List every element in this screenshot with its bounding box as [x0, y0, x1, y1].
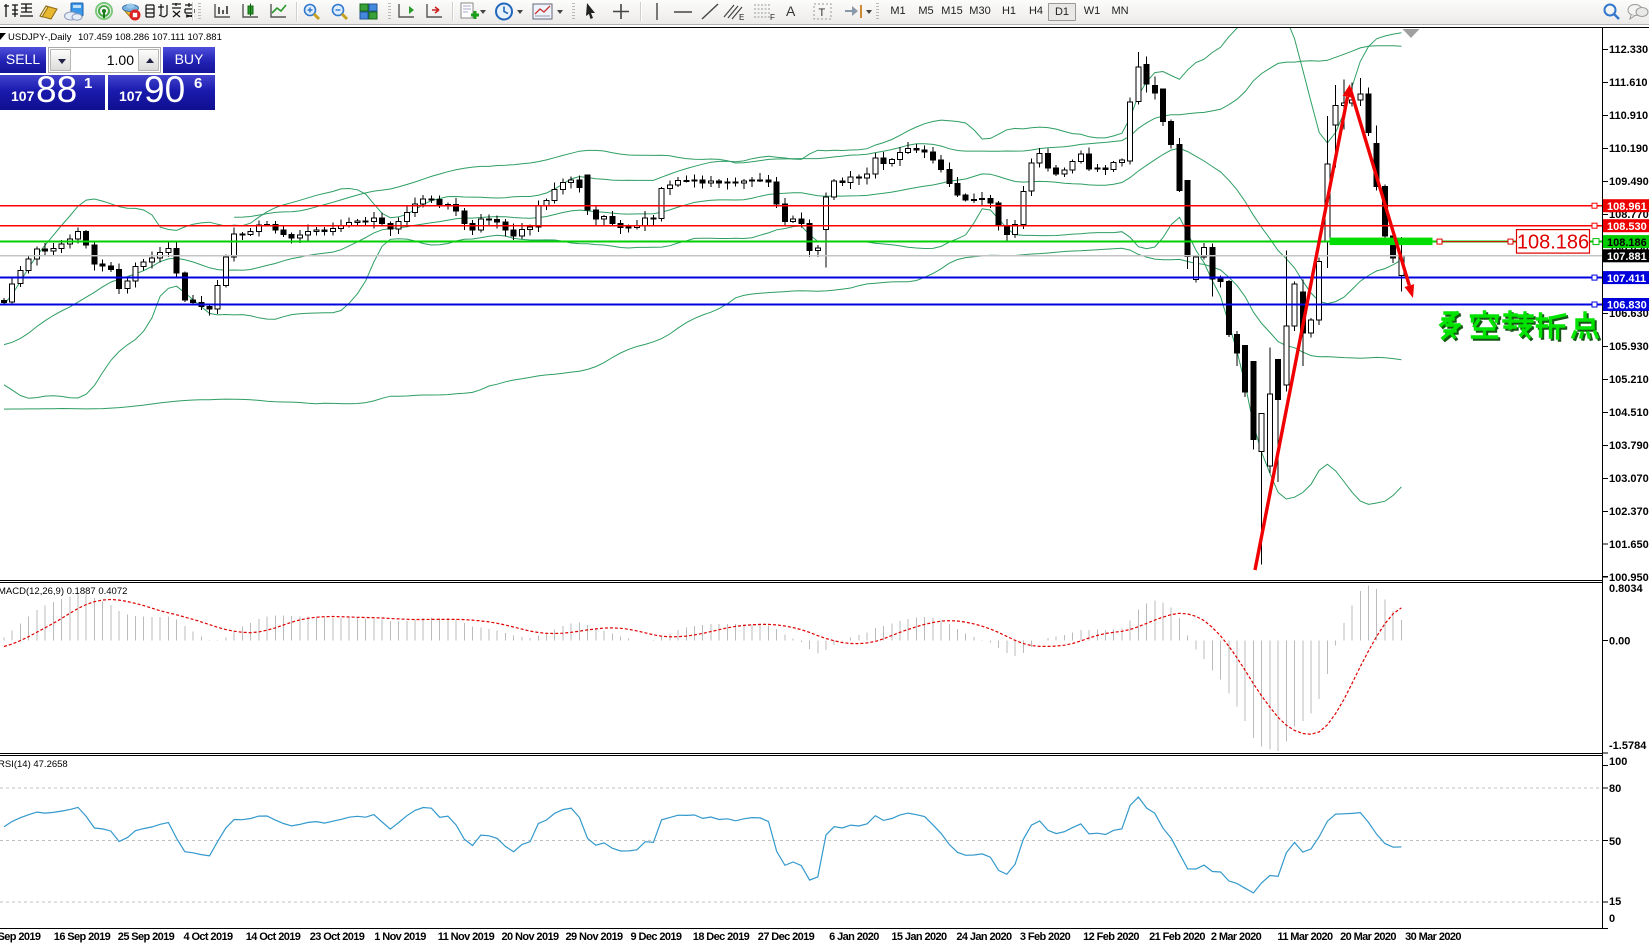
svg-text:6 Jan 2020: 6 Jan 2020	[829, 931, 879, 943]
svg-text:14 Oct 2019: 14 Oct 2019	[246, 931, 301, 943]
svg-text:24 Jan 2020: 24 Jan 2020	[956, 931, 1012, 943]
svg-text:1 Nov 2019: 1 Nov 2019	[374, 931, 426, 943]
svg-text:108.530: 108.530	[1607, 221, 1647, 233]
svg-text:15: 15	[1609, 896, 1621, 908]
svg-text:11 Mar 2020: 11 Mar 2020	[1277, 931, 1333, 943]
svg-text:MACD(12,26,9) 0.1887 0.4072: MACD(12,26,9) 0.1887 0.4072	[0, 586, 127, 597]
svg-text:0: 0	[1609, 913, 1615, 925]
svg-text:101.650: 101.650	[1609, 539, 1649, 551]
svg-text:110.910: 110.910	[1609, 110, 1648, 122]
svg-text:80: 80	[1609, 783, 1621, 795]
svg-text:9 Sep 2019: 9 Sep 2019	[0, 931, 41, 943]
svg-text:21 Feb 2020: 21 Feb 2020	[1149, 931, 1205, 943]
svg-text:15 Jan 2020: 15 Jan 2020	[891, 931, 947, 943]
svg-text:106.630: 106.630	[1609, 308, 1649, 320]
svg-text:E: E	[739, 13, 744, 21]
svg-text:107.411: 107.411	[1607, 273, 1646, 285]
svg-text:USDJPY-,Daily: USDJPY-,Daily	[8, 32, 72, 43]
svg-text:108.961: 108.961	[1607, 201, 1647, 213]
svg-text:30 Mar 2020: 30 Mar 2020	[1405, 931, 1461, 943]
svg-text:0.00: 0.00	[1609, 635, 1630, 647]
svg-text:27 Dec 2019: 27 Dec 2019	[758, 931, 815, 943]
svg-text:18 Dec 2019: 18 Dec 2019	[693, 931, 750, 943]
svg-text:102.370: 102.370	[1609, 506, 1649, 518]
svg-text:20 Nov 2019: 20 Nov 2019	[502, 931, 559, 943]
svg-text:109.490: 109.490	[1609, 176, 1649, 188]
svg-text:20 Mar 2020: 20 Mar 2020	[1340, 931, 1396, 943]
svg-text:110.190: 110.190	[1609, 143, 1648, 155]
svg-text:16 Sep 2019: 16 Sep 2019	[54, 931, 111, 943]
svg-text:105.210: 105.210	[1609, 374, 1649, 386]
svg-text:2 Mar 2020: 2 Mar 2020	[1211, 931, 1262, 943]
svg-text:F: F	[770, 13, 775, 21]
svg-text:106.830: 106.830	[1607, 300, 1647, 312]
svg-text:108.186: 108.186	[1607, 237, 1647, 249]
svg-text:RSI(14) 47.2658: RSI(14) 47.2658	[0, 759, 68, 770]
svg-text:107.459 108.286 107.111 107.88: 107.459 108.286 107.111 107.881	[78, 32, 222, 43]
svg-text:25 Sep 2019: 25 Sep 2019	[118, 931, 175, 943]
svg-text:12 Feb 2020: 12 Feb 2020	[1083, 931, 1139, 943]
svg-text:11 Nov 2019: 11 Nov 2019	[438, 931, 495, 943]
svg-text:100: 100	[1609, 756, 1627, 768]
svg-text:108.186: 108.186	[1517, 232, 1589, 254]
svg-text:23 Oct 2019: 23 Oct 2019	[310, 931, 365, 943]
svg-text:103.070: 103.070	[1609, 473, 1649, 485]
svg-text:4 Oct 2019: 4 Oct 2019	[183, 931, 233, 943]
svg-text:100.950: 100.950	[1609, 572, 1649, 584]
svg-text:-1.5784: -1.5784	[1609, 740, 1647, 752]
svg-text:111.610: 111.610	[1609, 77, 1648, 89]
svg-text:T: T	[819, 7, 826, 19]
svg-text:103.790: 103.790	[1609, 440, 1649, 452]
svg-text:104.510: 104.510	[1609, 407, 1649, 419]
svg-text:107.881: 107.881	[1607, 251, 1647, 263]
svg-text:29 Nov 2019: 29 Nov 2019	[566, 931, 623, 943]
svg-text:105.930: 105.930	[1609, 341, 1649, 353]
svg-text:0.8034: 0.8034	[1609, 583, 1644, 595]
svg-text:9 Dec 2019: 9 Dec 2019	[631, 931, 682, 943]
svg-text:112.330: 112.330	[1609, 44, 1648, 56]
svg-text:50: 50	[1609, 836, 1621, 848]
svg-text:3 Feb 2020: 3 Feb 2020	[1020, 931, 1071, 943]
